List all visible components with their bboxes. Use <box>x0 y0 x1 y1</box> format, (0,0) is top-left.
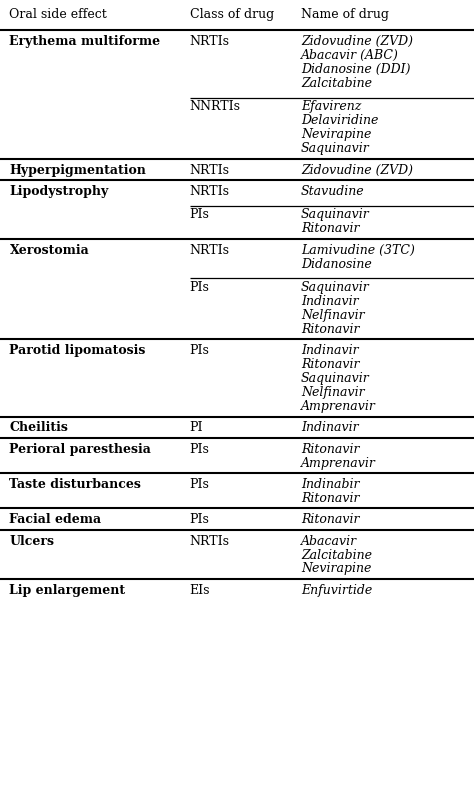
Text: Indinavir: Indinavir <box>301 422 359 435</box>
Text: Oral side effect: Oral side effect <box>9 8 107 21</box>
Text: Class of drug: Class of drug <box>190 8 274 21</box>
Text: Abacavir: Abacavir <box>301 534 357 547</box>
Text: Nelfinavir: Nelfinavir <box>301 309 365 322</box>
Text: Zidovudine (ZVD): Zidovudine (ZVD) <box>301 35 413 48</box>
Text: Delaviridine: Delaviridine <box>301 114 378 127</box>
Text: Zalcitabine: Zalcitabine <box>301 77 372 90</box>
Text: Zidovudine (ZVD): Zidovudine (ZVD) <box>301 164 413 177</box>
Text: NRTIs: NRTIs <box>190 243 229 256</box>
Text: Lip enlargement: Lip enlargement <box>9 584 126 597</box>
Text: Saquinavir: Saquinavir <box>301 208 370 221</box>
Text: Zalcitabine: Zalcitabine <box>301 548 372 561</box>
Text: Erythema multiforme: Erythema multiforme <box>9 35 161 48</box>
Text: Taste disturbances: Taste disturbances <box>9 478 141 491</box>
Text: Xerostomia: Xerostomia <box>9 243 89 256</box>
Text: Name of drug: Name of drug <box>301 8 389 21</box>
Text: EIs: EIs <box>190 584 210 597</box>
Text: NRTIs: NRTIs <box>190 534 229 547</box>
Text: Stavudine: Stavudine <box>301 185 365 198</box>
Text: NRTIs: NRTIs <box>190 185 229 198</box>
Text: PIs: PIs <box>190 478 210 491</box>
Text: Ritonavir: Ritonavir <box>301 323 359 336</box>
Text: Amprenavir: Amprenavir <box>301 400 376 413</box>
Text: Didanosine (DDI): Didanosine (DDI) <box>301 63 410 76</box>
Text: Lipodystrophy: Lipodystrophy <box>9 185 109 198</box>
Text: Parotid lipomatosis: Parotid lipomatosis <box>9 344 146 357</box>
Text: Amprenavir: Amprenavir <box>301 457 376 470</box>
Text: PIs: PIs <box>190 281 210 294</box>
Text: PIs: PIs <box>190 344 210 357</box>
Text: NNRTIs: NNRTIs <box>190 101 241 114</box>
Text: Perioral paresthesia: Perioral paresthesia <box>9 443 151 456</box>
Text: Nevirapine: Nevirapine <box>301 563 371 576</box>
Text: Nelfinavir: Nelfinavir <box>301 386 365 399</box>
Text: NRTIs: NRTIs <box>190 164 229 177</box>
Text: Abacavir (ABC): Abacavir (ABC) <box>301 49 399 62</box>
Text: Indinavir: Indinavir <box>301 344 359 357</box>
Text: Didanosine: Didanosine <box>301 258 372 271</box>
Text: Saquinavir: Saquinavir <box>301 143 370 156</box>
Text: Lamivudine (3TC): Lamivudine (3TC) <box>301 243 415 256</box>
Text: PIs: PIs <box>190 443 210 456</box>
Text: Cheilitis: Cheilitis <box>9 422 68 435</box>
Text: Saquinavir: Saquinavir <box>301 281 370 294</box>
Text: Nevirapine: Nevirapine <box>301 128 371 141</box>
Text: PIs: PIs <box>190 208 210 221</box>
Text: Indinavir: Indinavir <box>301 295 359 308</box>
Text: Ritonavir: Ritonavir <box>301 513 359 526</box>
Text: Ritonavir: Ritonavir <box>301 443 359 456</box>
Text: Efavirenz: Efavirenz <box>301 101 361 114</box>
Text: NRTIs: NRTIs <box>190 35 229 48</box>
Text: Ulcers: Ulcers <box>9 534 55 547</box>
Text: Saquinavir: Saquinavir <box>301 372 370 385</box>
Text: Indinabir: Indinabir <box>301 478 359 491</box>
Text: Ritonavir: Ritonavir <box>301 222 359 235</box>
Text: Ritonavir: Ritonavir <box>301 358 359 371</box>
Text: Ritonavir: Ritonavir <box>301 492 359 505</box>
Text: Hyperpigmentation: Hyperpigmentation <box>9 164 146 177</box>
Text: PI: PI <box>190 422 203 435</box>
Text: Facial edema: Facial edema <box>9 513 101 526</box>
Text: Enfuvirtide: Enfuvirtide <box>301 584 372 597</box>
Text: PIs: PIs <box>190 513 210 526</box>
